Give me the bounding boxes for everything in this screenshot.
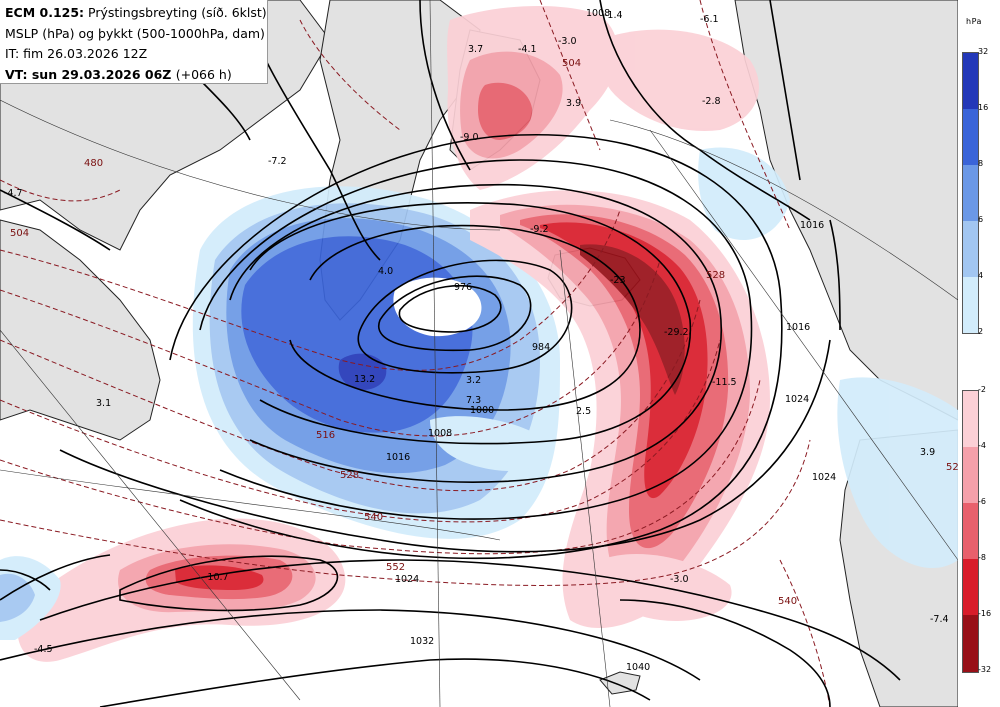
isobar-label: 1024 xyxy=(785,394,809,405)
thickness-label: 540 xyxy=(364,512,383,523)
thickness-label: 528 xyxy=(946,462,958,473)
lead-time: (+066 h) xyxy=(175,66,232,82)
tendency-label: 4.0 xyxy=(378,266,393,277)
header-line-3: IT: fim 26.03.2026 12Z xyxy=(5,46,148,61)
isobar-labels: 976 984 1000 1008 1016 1024 1024 1016 10… xyxy=(386,8,836,673)
tendency-label: -6.1 xyxy=(700,14,719,25)
colorbar-tick: -4 xyxy=(978,441,986,450)
tendency-label: -9.0 xyxy=(460,132,479,143)
isobar-label: 1008 xyxy=(586,8,610,19)
tendency-label: -3.0 xyxy=(670,574,689,585)
isobar-label: 1040 xyxy=(626,662,650,673)
tendency-label: 13.2 xyxy=(354,374,375,385)
isobar-label: 976 xyxy=(454,282,472,293)
colorbar-tick: -6 xyxy=(978,497,986,506)
header-line-2: MSLP (hPa) og þykkt (500-1000hPa, dam) xyxy=(5,25,265,41)
colorbar-tick: 8 xyxy=(978,159,984,168)
thickness-label: 480 xyxy=(84,158,103,169)
colorbar-tick: -2 xyxy=(978,385,986,394)
land-scandinavia xyxy=(734,0,958,421)
tendency-label: -7.4 xyxy=(930,614,949,625)
colorbar: hPa 32 16 8 6 4 2 -2 -4 -6 -8 -16 -32 xyxy=(958,0,1000,707)
header-line-4: VT: sun 29.03.2026 06Z (+066 h) xyxy=(5,65,267,86)
colorbar-segment xyxy=(963,277,978,333)
isobar-label: 1032 xyxy=(410,636,434,647)
isobar-label: 1024 xyxy=(395,574,419,585)
colorbar-segment xyxy=(963,559,978,615)
thickness-label: 516 xyxy=(316,430,335,441)
header-line-1: ECM 0.125: Prýstingsbreyting (síð. 6klst… xyxy=(5,3,267,24)
land-labrador xyxy=(0,219,161,441)
thickness-label: 504 xyxy=(10,228,29,239)
colorbar-tick: 4 xyxy=(978,271,984,280)
tendency-label: -11.5 xyxy=(712,377,737,388)
colorbar-segment xyxy=(963,109,978,165)
colorbar-segment xyxy=(963,53,978,109)
tendency-label: 3.2 xyxy=(466,375,481,386)
colorbar-tick: 6 xyxy=(978,215,984,224)
colorbar-tick: 32 xyxy=(978,47,989,56)
isobar-label: 984 xyxy=(532,342,550,353)
colorbar-tick: 2 xyxy=(978,327,984,336)
colorbar-tick: 16 xyxy=(978,103,989,112)
tendency-label: -10.7 xyxy=(204,572,229,583)
tendency-label: -9.2 xyxy=(530,224,549,235)
tendency-label: -3.0 xyxy=(558,36,577,47)
tendency-label: 7.3 xyxy=(466,395,481,406)
land-island-south xyxy=(599,671,641,695)
colorbar-tick: -16 xyxy=(978,609,992,618)
colorbar-segment xyxy=(963,391,978,447)
colorbar-segment xyxy=(963,447,978,503)
thickness-label: 528 xyxy=(340,470,359,481)
model-name: ECM 0.125: xyxy=(5,5,85,20)
colorbar-segment xyxy=(963,221,978,277)
weather-map: 976 984 1000 1008 1016 1024 1024 1016 10… xyxy=(0,0,958,707)
tendency-label: 3.7 xyxy=(468,44,483,55)
thickness-lines xyxy=(0,0,831,707)
tendency-label: 3.9 xyxy=(920,447,935,458)
tendency-label: -4.7 xyxy=(4,188,23,199)
thickness-label: 540 xyxy=(778,596,797,607)
isobar-label: 1000 xyxy=(470,405,494,416)
colorbar-negative xyxy=(962,390,979,673)
tendency-labels: 3.7 -4.1 -3.0 -1.4 -6.1 3.9 -2.8 -9.0 -4… xyxy=(4,10,949,655)
tendency-label: -4.5 xyxy=(34,644,53,655)
tendency-label: -29.2 xyxy=(664,327,689,338)
thickness-label: 552 xyxy=(386,562,405,573)
colorbar-positive xyxy=(962,52,979,334)
colorbar-segment xyxy=(963,615,978,672)
map-header: ECM 0.125: Prýstingsbreyting (síð. 6klst… xyxy=(0,0,268,84)
tendency-label: -1.4 xyxy=(604,10,623,21)
tendency-label: 2.5 xyxy=(576,406,591,417)
colorbar-tick: -8 xyxy=(978,553,986,562)
colorbar-tick: -32 xyxy=(978,665,992,674)
colorbar-segment xyxy=(963,503,978,559)
tendency-fall-core xyxy=(580,244,685,395)
tendency-label: 3.9 xyxy=(566,98,581,109)
tendency-label: -7.2 xyxy=(268,156,287,167)
tendency-label: -2.8 xyxy=(702,96,721,107)
isobar-label: 1008 xyxy=(428,428,452,439)
isobar-label: 1024 xyxy=(812,472,836,483)
isobar-label: 1016 xyxy=(386,452,410,463)
thickness-label: 504 xyxy=(562,58,581,69)
colorbar-segment xyxy=(963,165,978,221)
thickness-labels: 480 504 516 528 540 552 528 540 528 504 xyxy=(10,58,958,607)
isobar-label: 1016 xyxy=(786,322,810,333)
tendency-label: 3.1 xyxy=(96,398,111,409)
graticule xyxy=(0,0,958,707)
product-name: Prýstingsbreyting (síð. 6klst) xyxy=(88,5,267,20)
colorbar-unit: hPa xyxy=(966,17,982,26)
valid-time: VT: sun 29.03.2026 06Z xyxy=(5,66,172,82)
isobar-label: 1016 xyxy=(800,220,824,231)
tendency-label: -23 xyxy=(610,275,626,286)
thickness-label: 528 xyxy=(706,270,725,281)
tendency-label: -4.1 xyxy=(518,44,537,55)
